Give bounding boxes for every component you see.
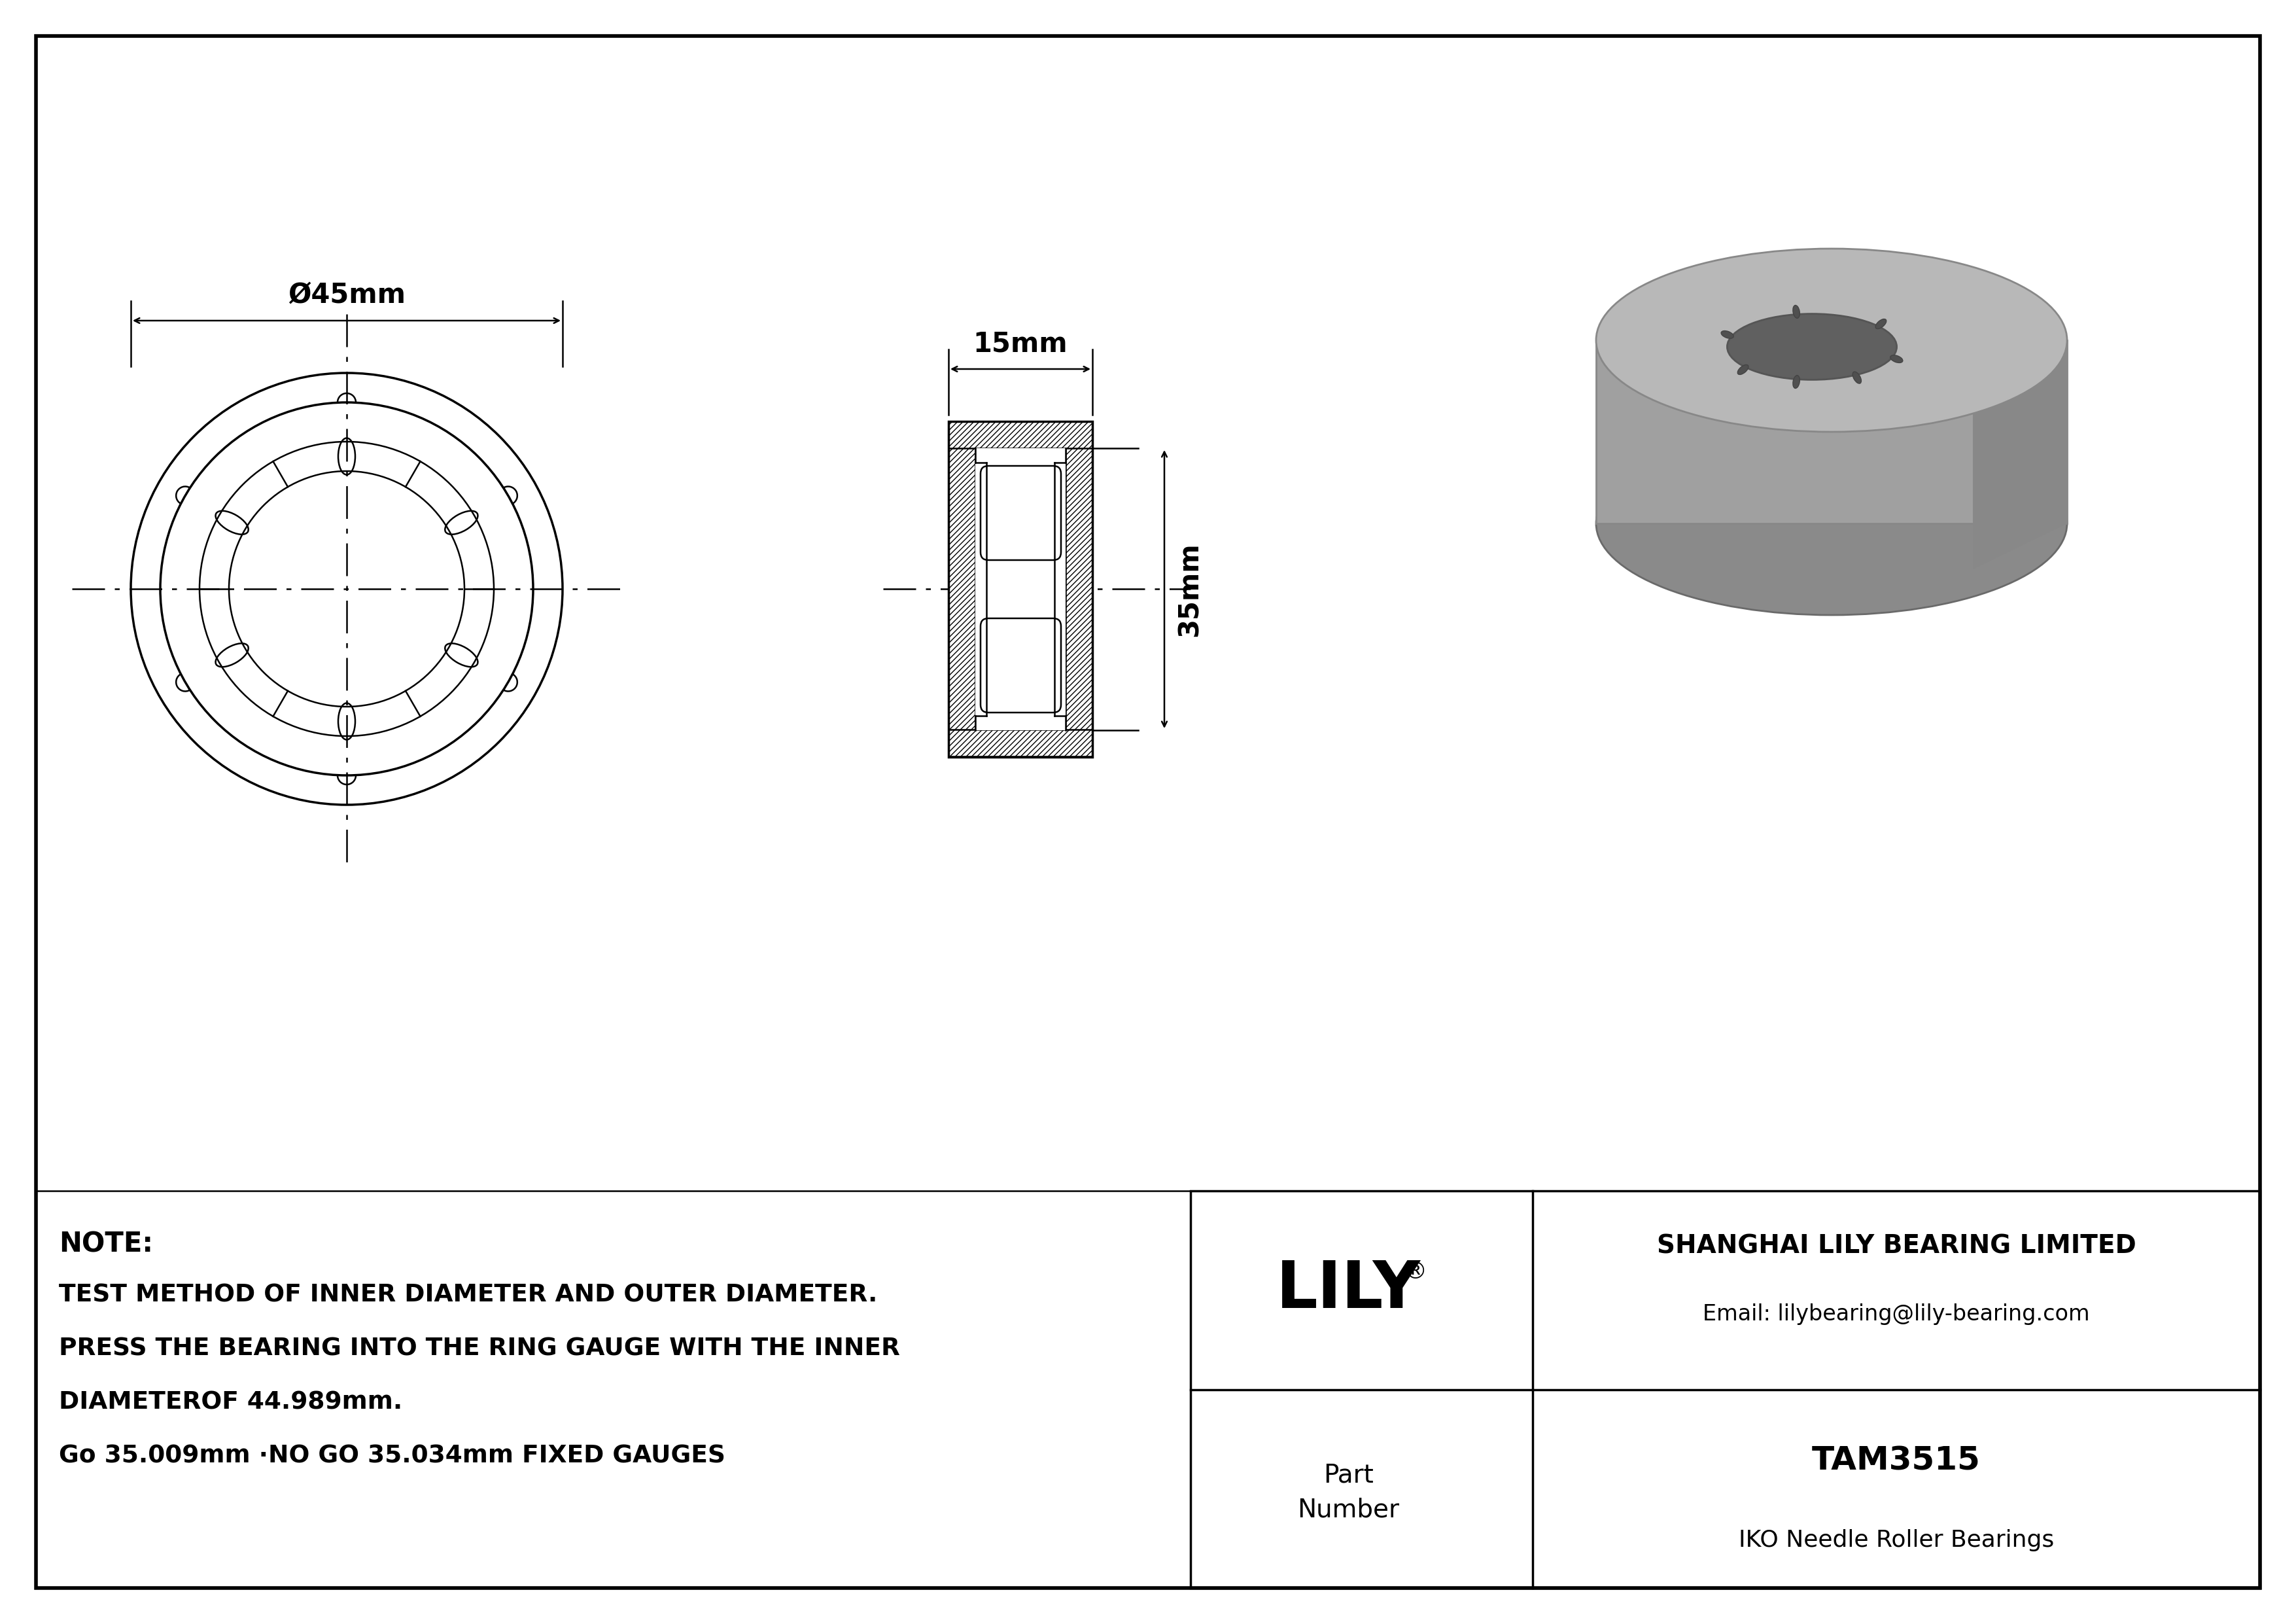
- Text: Part
Number: Part Number: [1297, 1463, 1401, 1522]
- Text: TEST METHOD OF INNER DIAMETER AND OUTER DIAMETER.: TEST METHOD OF INNER DIAMETER AND OUTER …: [60, 1283, 877, 1307]
- Polygon shape: [1972, 341, 2066, 570]
- Text: Go 35.009mm ·NO GO 35.034mm FIXED GAUGES: Go 35.009mm ·NO GO 35.034mm FIXED GAUGES: [60, 1445, 726, 1468]
- Text: Ø45mm: Ø45mm: [287, 281, 406, 309]
- Text: PRESS THE BEARING INTO THE RING GAUGE WITH THE INNER: PRESS THE BEARING INTO THE RING GAUGE WI…: [60, 1338, 900, 1361]
- Text: Email: lilybearing@lily-bearing.com: Email: lilybearing@lily-bearing.com: [1704, 1302, 2089, 1325]
- Bar: [948, 421, 1093, 448]
- Ellipse shape: [1596, 248, 2066, 432]
- Text: LILY: LILY: [1277, 1259, 1421, 1322]
- Text: 15mm: 15mm: [974, 330, 1068, 357]
- Bar: [948, 421, 976, 757]
- Text: DIAMETEROF 44.989mm.: DIAMETEROF 44.989mm.: [60, 1392, 402, 1415]
- Text: ®: ®: [1403, 1260, 1428, 1283]
- Ellipse shape: [1722, 331, 1733, 338]
- Text: IKO Needle Roller Bearings: IKO Needle Roller Bearings: [1738, 1530, 2055, 1551]
- Text: 35mm: 35mm: [1176, 542, 1203, 637]
- Polygon shape: [1596, 341, 2066, 523]
- Bar: [948, 421, 1093, 757]
- Ellipse shape: [1793, 305, 1800, 318]
- Ellipse shape: [1876, 318, 1887, 328]
- Bar: [948, 729, 1093, 757]
- Ellipse shape: [1793, 375, 1800, 388]
- Text: NOTE:: NOTE:: [60, 1229, 154, 1257]
- Bar: [976, 448, 1065, 731]
- Bar: [1192, 1190, 2259, 1588]
- Ellipse shape: [1727, 313, 1896, 380]
- Ellipse shape: [1738, 365, 1750, 375]
- Ellipse shape: [1596, 432, 2066, 615]
- Ellipse shape: [1853, 372, 1862, 383]
- Text: TAM3515: TAM3515: [1812, 1445, 1981, 1476]
- Text: SHANGHAI LILY BEARING LIMITED: SHANGHAI LILY BEARING LIMITED: [1658, 1234, 2135, 1259]
- Ellipse shape: [1890, 356, 1903, 362]
- Bar: [1065, 421, 1093, 757]
